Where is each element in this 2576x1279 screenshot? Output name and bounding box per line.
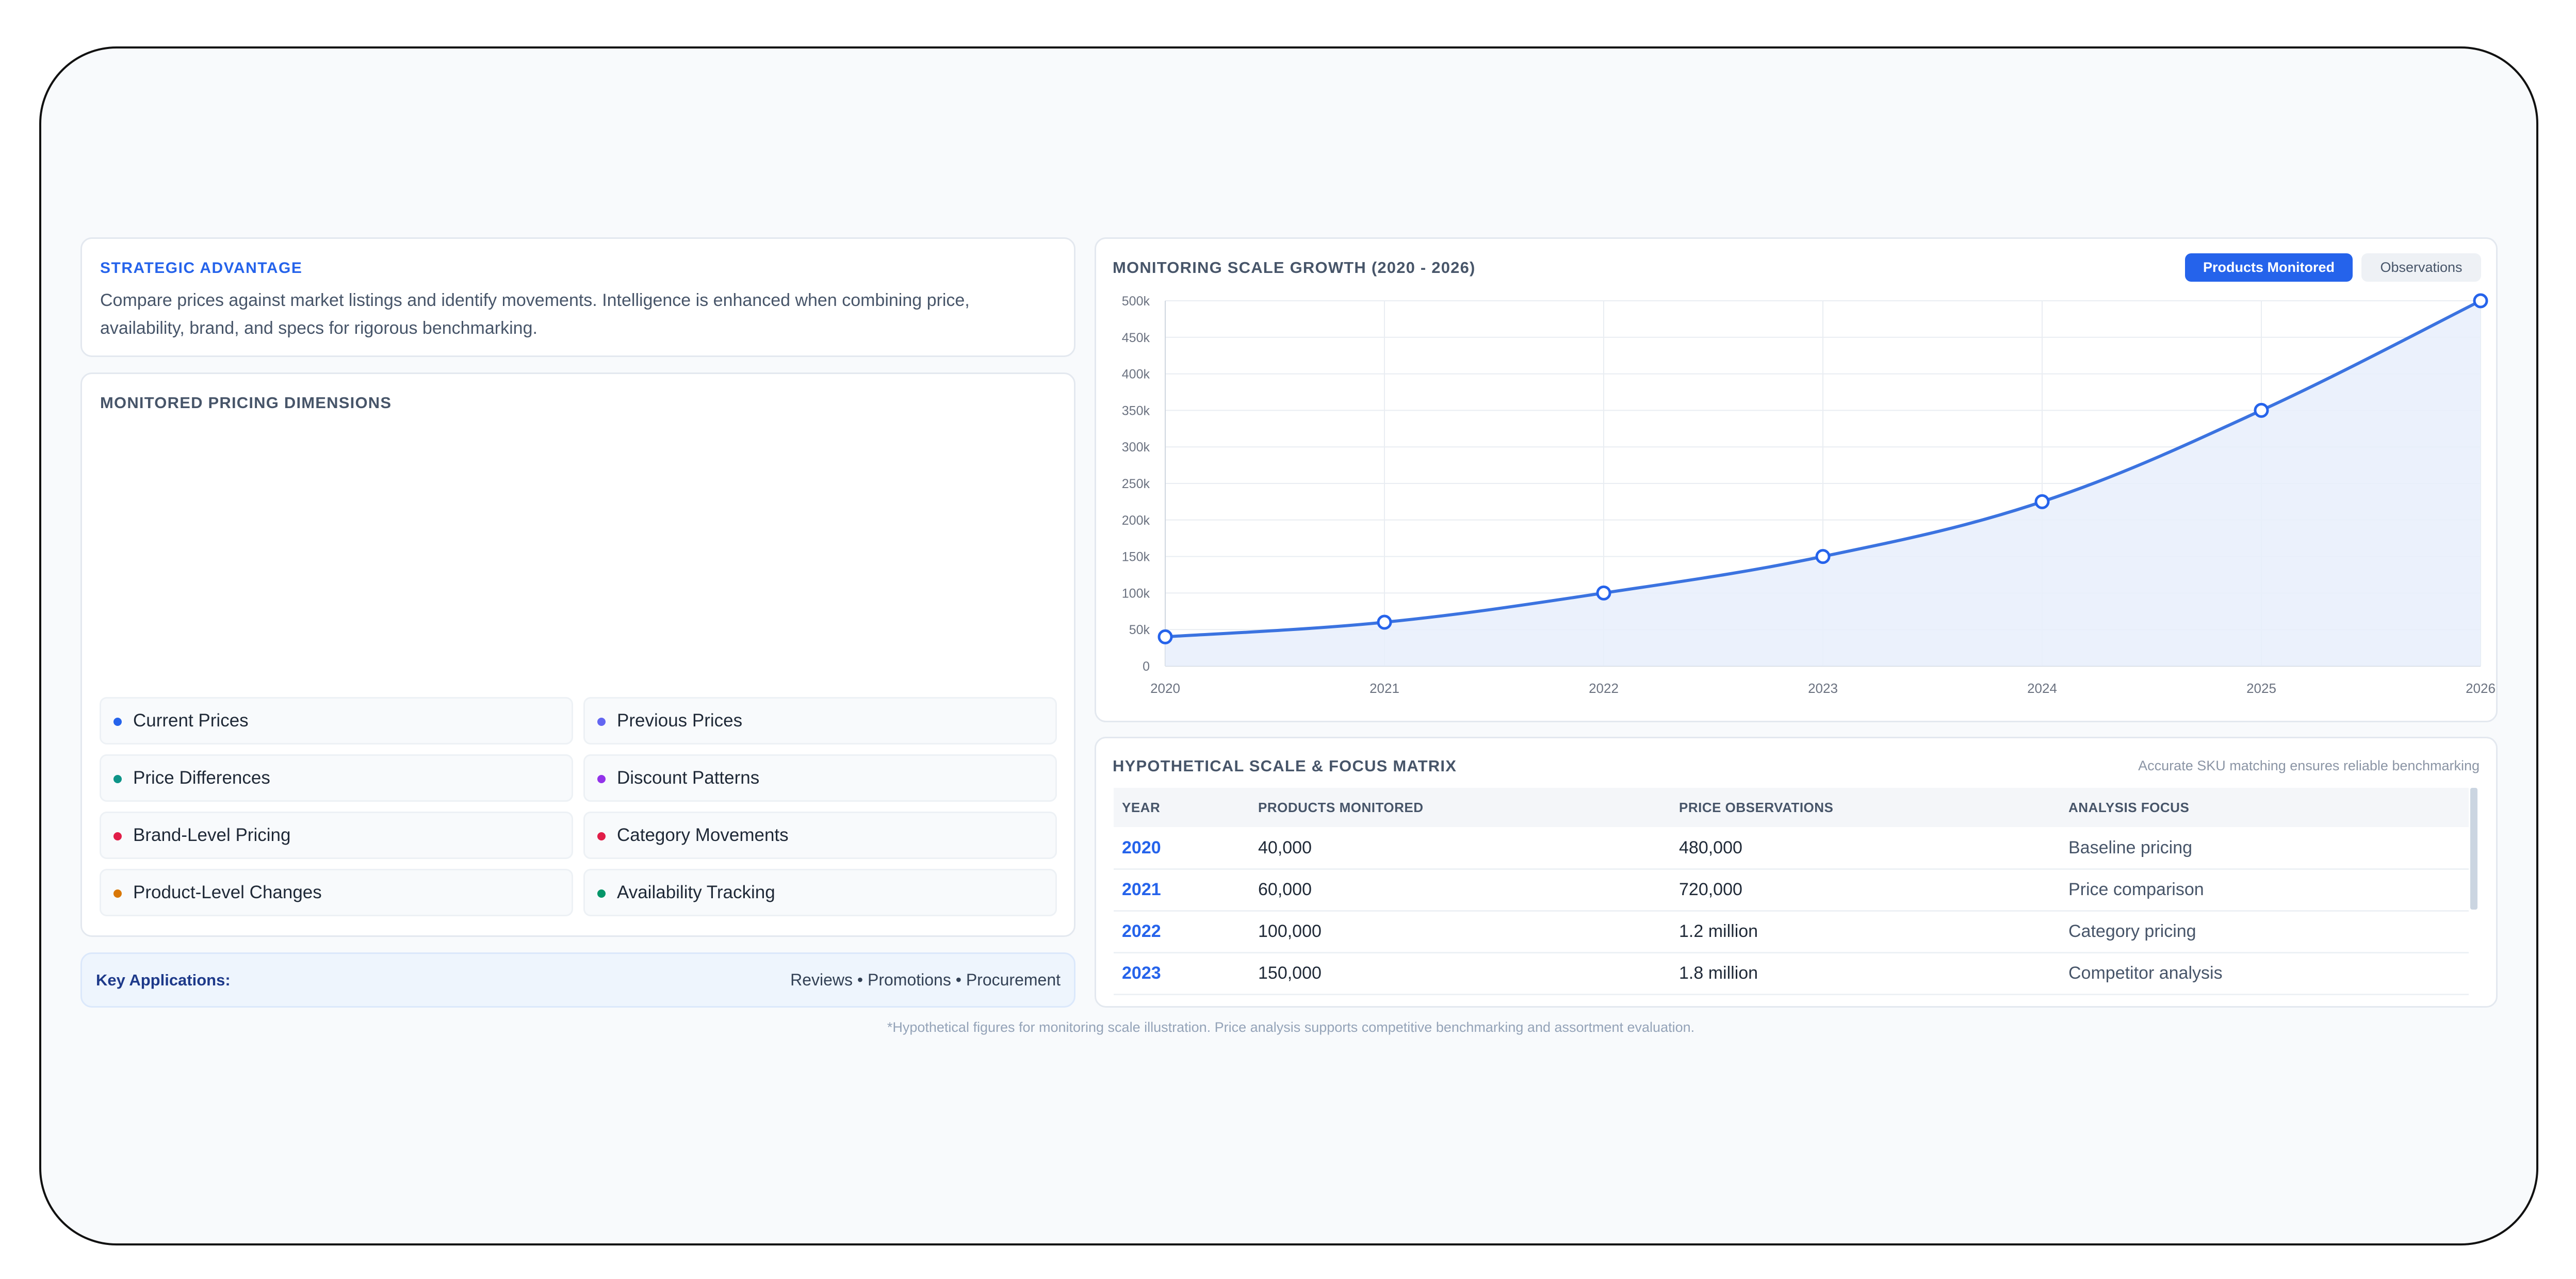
growth-chart-card: MONITORING SCALE GROWTH (2020 - 2026) Pr… <box>1095 237 2498 722</box>
matrix-header-row: YEAR PRODUCTS MONITORED PRICE OBSERVATIO… <box>1114 788 2469 827</box>
dimension-label: Current Prices <box>133 710 249 731</box>
strategic-advantage-text: Compare prices against market listings a… <box>100 290 970 338</box>
growth-chart: 0 50k 100k 150k 200k 250k 300k 350k 400k 450k 500k… <box>1122 293 2496 696</box>
bullet-icon <box>113 889 122 898</box>
data-point <box>1157 629 1173 644</box>
bullet-icon <box>597 718 606 726</box>
cell-products: 40,000 <box>1258 838 1312 857</box>
data-point <box>1596 585 1611 601</box>
dimension-label: Discount Patterns <box>617 768 760 788</box>
data-point <box>2473 293 2488 309</box>
cell-products: 60,000 <box>1258 880 1312 899</box>
cell-observations: 720,000 <box>1679 880 1742 899</box>
table-row: 2022 100,000 1.2 million Category pricin… <box>1114 911 2469 953</box>
y-tick-label: 200k <box>1122 513 1150 528</box>
series-area <box>1165 301 2481 666</box>
y-tick-label: 500k <box>1122 294 1150 309</box>
bullet-icon <box>597 889 606 898</box>
data-point <box>1815 549 1831 564</box>
cell-products: 150,000 <box>1258 963 1322 983</box>
cell-observations: 480,000 <box>1679 838 1742 857</box>
scale-focus-matrix-card: HYPOTHETICAL SCALE & FOCUS MATRIX Accura… <box>1095 737 2498 1008</box>
cell-observations: 1.8 million <box>1679 963 1758 983</box>
table-row: 2021 60,000 720,000 Price comparison <box>1114 869 2469 912</box>
products-monitored-toggle[interactable]: Products Monitored <box>2185 253 2353 282</box>
chart-title: MONITORING SCALE GROWTH (2020 - 2026) <box>1113 258 1476 277</box>
dimension-label: Price Differences <box>133 768 270 788</box>
dimension-item-product-level-changes: Product-Level Changes <box>100 869 573 916</box>
key-applications-list: Reviews • Promotions • Procurement <box>790 970 1061 989</box>
x-tick-label: 2025 <box>2246 681 2276 696</box>
y-tick-label: 350k <box>1122 403 1150 418</box>
y-tick-label: 0 <box>1143 659 1150 674</box>
bullet-icon <box>113 775 122 783</box>
table-row: 2023 150,000 1.8 million Competitor anal… <box>1114 952 2469 995</box>
table-row: 2020 40,000 480,000 Baseline pricing <box>1114 827 2469 870</box>
y-tick-label: 300k <box>1122 440 1150 455</box>
dimension-item-availability-tracking: Availability Tracking <box>583 869 1057 916</box>
observations-toggle[interactable]: Observations <box>2361 253 2481 282</box>
data-point <box>1377 614 1392 630</box>
header-year: YEAR <box>1122 800 1161 815</box>
key-applications-label: Key Applications: <box>96 971 231 989</box>
bullet-icon <box>597 832 606 840</box>
y-tick-label: 450k <box>1122 331 1150 345</box>
x-tick-label: 2021 <box>1369 681 1399 696</box>
dimension-item-current-prices: Current Prices <box>100 697 573 744</box>
matrix-title: HYPOTHETICAL SCALE & FOCUS MATRIX <box>1113 757 1457 775</box>
y-tick-label: 100k <box>1122 586 1150 601</box>
dimension-item-brand-level-pricing: Brand-Level Pricing <box>100 812 573 859</box>
cell-year: 2020 <box>1122 838 1161 857</box>
x-tick-label: 2023 <box>1808 681 1838 696</box>
x-tick-label: 2024 <box>2027 681 2057 696</box>
x-tick-label: 2022 <box>1589 681 1619 696</box>
strategic-advantage-card: STRATEGIC ADVANTAGE Compare prices again… <box>80 237 1075 357</box>
cell-year: 2023 <box>1122 963 1161 983</box>
dimension-label: Previous Prices <box>617 710 743 731</box>
footnote: *Hypothetical figures for monitoring sca… <box>887 1019 1695 1035</box>
dimension-item-previous-prices: Previous Prices <box>583 697 1057 744</box>
y-tick-label: 150k <box>1122 550 1150 564</box>
data-point <box>2254 402 2269 418</box>
table-scrollbar[interactable] <box>2470 788 2477 910</box>
cell-focus: Baseline pricing <box>2068 838 2193 857</box>
pricing-dimensions-card: MONITORED PRICING DIMENSIONS Current Pri… <box>80 373 1075 937</box>
header-price-observations: PRICE OBSERVATIONS <box>1679 800 1834 815</box>
dimension-label: Product-Level Changes <box>133 882 322 902</box>
dimension-item-category-movements: Category Movements <box>583 812 1057 859</box>
app-frame: STRATEGIC ADVANTAGE Compare prices again… <box>39 46 2538 1245</box>
cell-focus: Price comparison <box>2068 880 2204 899</box>
bullet-icon <box>597 775 606 783</box>
dimension-label: Category Movements <box>617 825 789 845</box>
x-tick-label: 2026 <box>2466 681 2496 696</box>
y-tick-label: 250k <box>1122 477 1150 491</box>
cell-focus: Category pricing <box>2068 921 2196 941</box>
dimension-item-price-differences: Price Differences <box>100 754 573 802</box>
strategic-advantage-title: STRATEGIC ADVANTAGE <box>100 260 303 277</box>
bullet-icon <box>113 832 122 840</box>
matrix-note: Accurate SKU matching ensures reliable b… <box>2138 758 2480 773</box>
y-tick-label: 400k <box>1122 367 1150 382</box>
cell-observations: 1.2 million <box>1679 921 1758 941</box>
key-applications-bar: Key Applications: Reviews • Promotions •… <box>80 952 1075 1008</box>
dimension-label: Brand-Level Pricing <box>133 825 291 845</box>
cell-year: 2021 <box>1122 880 1161 899</box>
cell-year: 2022 <box>1122 921 1161 941</box>
data-point <box>2034 494 2050 509</box>
x-tick-label: 2020 <box>1150 681 1180 696</box>
dimension-item-discount-patterns: Discount Patterns <box>583 754 1057 802</box>
header-analysis-focus: ANALYSIS FOCUS <box>2068 800 2190 815</box>
pricing-dimensions-title: MONITORED PRICING DIMENSIONS <box>100 394 392 412</box>
cell-products: 100,000 <box>1258 921 1322 941</box>
y-tick-label: 50k <box>1129 623 1150 637</box>
bullet-icon <box>113 718 122 726</box>
dimension-label: Availability Tracking <box>617 882 775 902</box>
header-products-monitored: PRODUCTS MONITORED <box>1258 800 1424 815</box>
cell-focus: Competitor analysis <box>2068 963 2223 983</box>
